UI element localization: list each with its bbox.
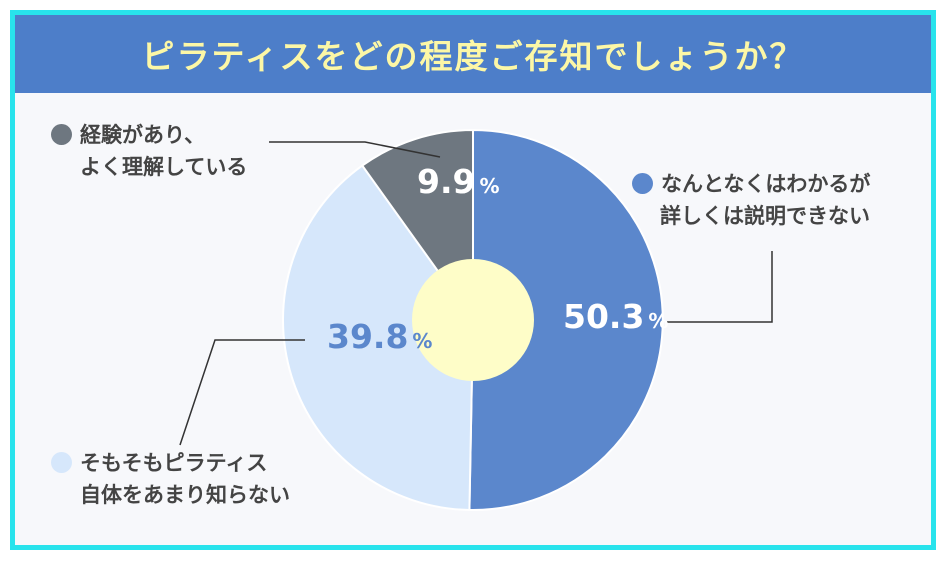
donut-center-hole bbox=[412, 259, 534, 381]
title-bar: ピラティスをどの程度ご存知でしょうか？ bbox=[15, 15, 931, 93]
slice-value-label-0: 50.3% bbox=[563, 297, 668, 336]
legend-label-line2: 詳しくは説明できない bbox=[660, 204, 870, 228]
legend-label-line2: 自体をあまり知らない bbox=[80, 483, 290, 507]
slice-value-label-1: 39.8% bbox=[327, 317, 432, 356]
legend-label-line1: そもそもピラティス bbox=[80, 451, 268, 475]
legend-dot-slice-2 bbox=[51, 124, 72, 145]
pie-slice-1 bbox=[282, 164, 475, 511]
leader-line-slice-2 bbox=[269, 141, 441, 158]
chart-title: ピラティスをどの程度ご存知でしょうか？ bbox=[141, 37, 805, 76]
legend-item-slice-2: 経験があり、 よく理解している bbox=[51, 119, 247, 183]
donut-chart: 50.3 % 39.8 % 9.9% bbox=[179, 128, 773, 511]
pie-slice-0 bbox=[468, 128, 664, 511]
legend-dot-slice-0 bbox=[632, 173, 653, 194]
legend-label-line2: よく理解している bbox=[80, 155, 248, 179]
slice-value-label-2: 9.9% bbox=[417, 162, 500, 201]
legend-dot-slice-1 bbox=[51, 452, 72, 473]
legend-item-slice-1: そもそもピラティス 自体をあまり知らない bbox=[51, 447, 290, 511]
legend-label-line1: なんとなくはわかるが bbox=[661, 172, 871, 196]
legend-label-line1: 経験があり、 bbox=[80, 123, 206, 147]
leader-line-slice-0 bbox=[667, 251, 773, 323]
leader-line-slice-1 bbox=[179, 339, 305, 446]
legend-item-slice-0: なんとなくはわかるが 詳しくは説明できない bbox=[632, 168, 870, 232]
chart-frame: ピラティスをどの程度ご存知でしょうか？ 50.3% 39.8% 9.9% なんとなく… bbox=[10, 10, 936, 550]
